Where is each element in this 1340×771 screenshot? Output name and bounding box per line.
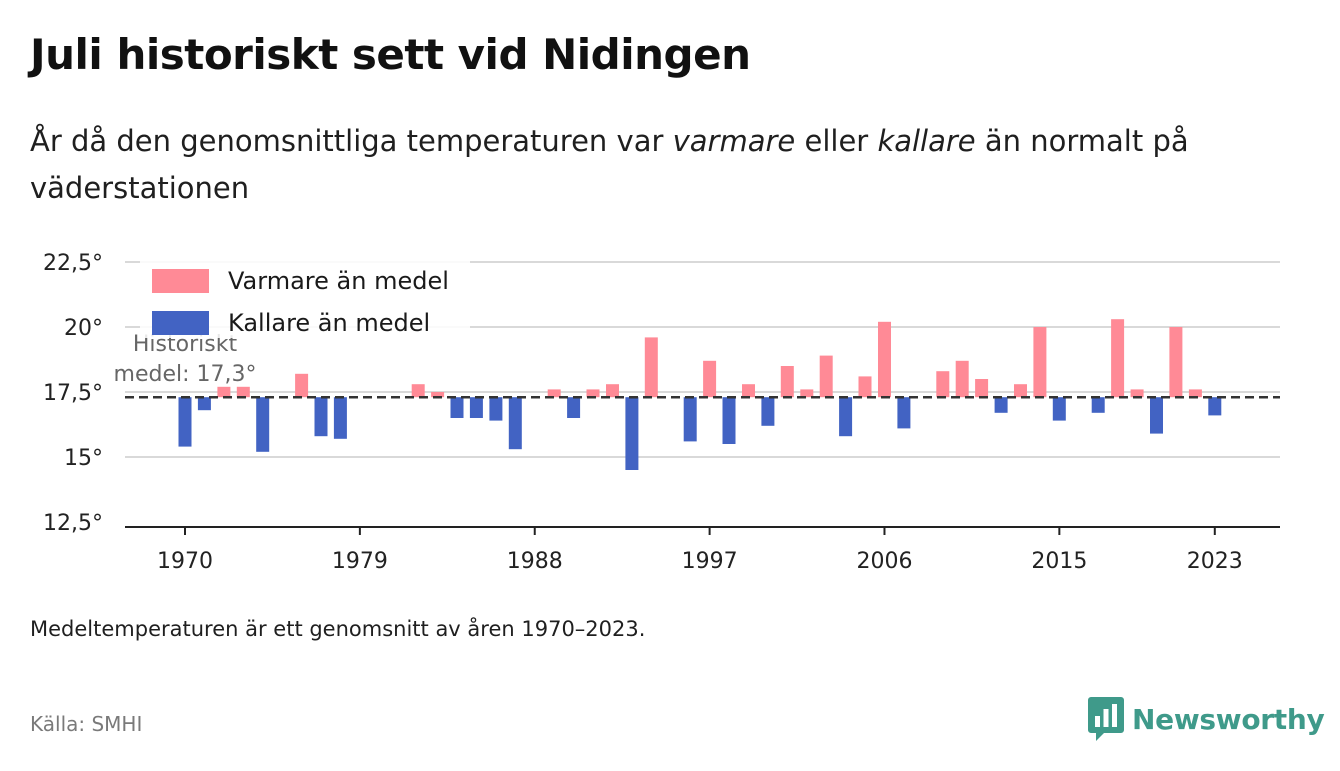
bar-warmer	[547, 389, 561, 398]
y-tick-label: 15°	[64, 446, 103, 471]
bar-warmer	[217, 386, 231, 398]
bar-warmer	[236, 386, 250, 398]
x-tick-label: 1997	[682, 549, 738, 574]
bar-warmer	[644, 337, 658, 398]
bar-colder	[1208, 397, 1222, 416]
bar-colder	[197, 397, 211, 411]
bar-colder	[333, 397, 347, 439]
bar-colder	[683, 397, 697, 442]
brand-name: Newsworthy	[1132, 702, 1325, 736]
bar-warmer	[1033, 327, 1047, 398]
bar-colder	[450, 397, 464, 418]
bar-warmer	[975, 379, 989, 398]
newsworthy-logo-icon	[1088, 697, 1124, 741]
bar-colder	[1091, 397, 1105, 413]
x-tick-label: 2006	[856, 549, 912, 574]
bar-chart: 12,5° 15° 17,5° 20° 22,5° 1970 1979 1988 1997 200…	[43, 251, 1280, 574]
page-title: Juli historiskt sett vid Nidingen	[30, 30, 751, 79]
bar-colder	[1150, 397, 1163, 434]
y-tick-label: 12,5°	[43, 511, 103, 536]
bar-colder	[256, 397, 270, 452]
x-tick-label: 2015	[1031, 549, 1087, 574]
bar-warmer	[1014, 384, 1027, 398]
bar-colder	[567, 397, 581, 418]
bar-colder	[625, 397, 639, 470]
bar-warmer	[703, 360, 717, 398]
x-tick-label: 1979	[332, 549, 388, 574]
legend-label: Varmare än medel	[228, 267, 449, 295]
bar-colder	[469, 397, 483, 418]
mean-line-label: medel: 17,3°	[114, 362, 257, 387]
bar-warmer	[586, 389, 600, 398]
subtitle-text-2: eller	[795, 124, 878, 158]
x-tick-label: 2023	[1187, 549, 1243, 574]
legend-label: Kallare än medel	[228, 309, 430, 337]
subtitle-emphasis-warmer: varmare	[672, 124, 796, 158]
bar-warmer	[878, 321, 891, 398]
bar-warmer	[411, 384, 425, 398]
bar-warmer	[800, 389, 814, 398]
bar-colder	[314, 397, 328, 437]
x-tick-label: 1988	[507, 549, 563, 574]
y-tick-label: 17,5°	[43, 381, 103, 406]
subtitle-emphasis-colder: kallare	[877, 124, 976, 158]
bar-warmer	[1130, 389, 1144, 398]
bar-colder	[897, 397, 911, 429]
source-credit: Källa: SMHI	[30, 712, 143, 736]
page-subtitle: År då den genomsnittliga temperaturen va…	[30, 118, 1270, 212]
bar-warmer	[742, 384, 755, 398]
bar-warmer	[295, 373, 309, 398]
bar-warmer	[780, 366, 794, 398]
bar-colder	[178, 397, 192, 447]
subtitle-text-1: År då den genomsnittliga temperaturen va…	[30, 124, 673, 158]
bar-colder	[508, 397, 522, 450]
y-tick-label: 22,5°	[43, 251, 103, 276]
bar-warmer	[1111, 319, 1125, 398]
bar-warmer	[858, 376, 872, 398]
bar-warmer	[1188, 389, 1202, 398]
brand-logo: Newsworthy	[1088, 697, 1325, 741]
y-tick-label: 20°	[64, 316, 103, 341]
bar-colder	[1052, 397, 1066, 421]
bar-warmer	[955, 360, 969, 398]
bar-warmer	[936, 371, 950, 398]
bar-colder	[994, 397, 1008, 413]
bar-colder	[489, 397, 503, 421]
bar-warmer	[819, 355, 833, 398]
bar-warmer	[431, 392, 445, 398]
bar-colder	[839, 397, 853, 437]
bar-colder	[761, 397, 775, 426]
bar-warmer	[606, 384, 619, 398]
bar-warmer	[1169, 327, 1183, 398]
x-tick-label: 1970	[157, 549, 213, 574]
legend-swatch	[152, 311, 209, 335]
bar-colder	[722, 397, 736, 444]
legend-swatch	[152, 269, 209, 293]
footnote: Medeltemperaturen är ett genomsnitt av å…	[30, 617, 646, 641]
subtitle-text-3: än normalt på väderstationen	[30, 124, 1189, 205]
